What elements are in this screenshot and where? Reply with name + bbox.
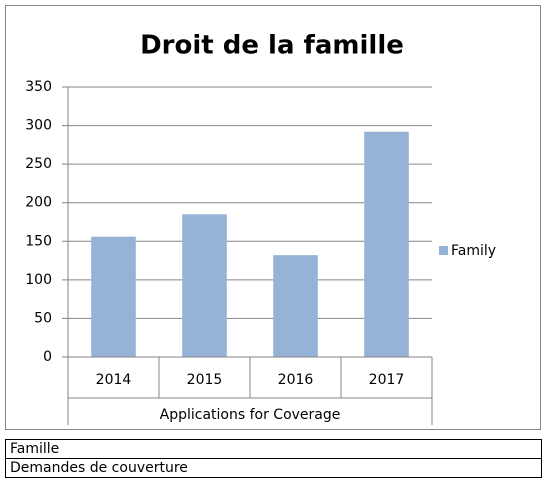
y-tick-label: 50 — [34, 310, 52, 326]
legend-label: Family — [451, 243, 496, 259]
table-cell: Famille — [5, 439, 542, 459]
bar — [91, 236, 136, 357]
y-tick-label: 250 — [25, 156, 52, 172]
y-tick-label: 100 — [25, 272, 52, 288]
y-tick-label: 200 — [25, 195, 52, 211]
bar — [273, 255, 318, 357]
y-tick-label: 0 — [43, 349, 52, 365]
x-tick-label: 2014 — [96, 372, 132, 388]
x-group-label: Applications for Coverage — [160, 407, 341, 423]
chart: Droit de la famille 0 50 100 150 200 250 300 35… — [5, 5, 541, 430]
y-tick-label: 300 — [25, 118, 52, 134]
x-tick-label: 2016 — [278, 372, 314, 388]
table-cell: Demandes de couverture — [5, 458, 542, 478]
x-tick-label: 2017 — [369, 372, 405, 388]
y-tick-label: 150 — [25, 233, 52, 249]
chart-frame — [5, 5, 541, 430]
bar — [182, 214, 227, 357]
table-row: Famille — [5, 439, 542, 459]
x-tick-label: 2015 — [187, 372, 223, 388]
bar — [364, 131, 409, 357]
chart-title: Droit de la famille — [140, 31, 404, 61]
table: Famille Demandes de couverture — [5, 439, 542, 478]
y-tick-label: 350 — [25, 79, 52, 95]
legend-swatch — [439, 246, 448, 255]
table-row: Demandes de couverture — [5, 458, 542, 478]
